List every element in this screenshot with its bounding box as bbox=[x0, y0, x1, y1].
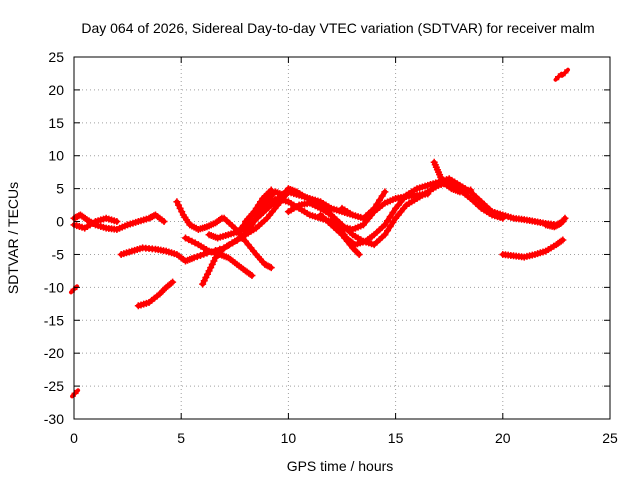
data-point bbox=[267, 264, 275, 272]
data-point bbox=[386, 222, 394, 230]
series-arc-2 bbox=[70, 214, 121, 232]
data-layer bbox=[69, 67, 570, 399]
x-tick-label: 25 bbox=[602, 430, 618, 446]
y-tick-label: -15 bbox=[44, 312, 64, 328]
y-tick-label: -10 bbox=[44, 279, 64, 295]
data-point bbox=[193, 253, 201, 261]
y-tick-label: 15 bbox=[48, 115, 64, 131]
data-point bbox=[381, 231, 389, 239]
x-tick-label: 5 bbox=[177, 430, 185, 446]
series-arc-1 bbox=[70, 211, 168, 233]
data-point bbox=[160, 218, 168, 226]
data-point bbox=[561, 214, 569, 222]
series-arc-15 bbox=[430, 158, 475, 196]
y-tick-label: 25 bbox=[48, 49, 64, 65]
series-arc-17 bbox=[542, 214, 569, 231]
series-arc-6 bbox=[181, 234, 256, 280]
data-point bbox=[381, 221, 389, 229]
y-tick-label: -5 bbox=[52, 246, 65, 262]
x-tick-label: 15 bbox=[388, 430, 404, 446]
data-point bbox=[355, 250, 363, 258]
data-point bbox=[190, 254, 198, 262]
tick-layer: 0 5 10 15 20 25 25 20 15 10 5 0 -5 -10 -15 -20 -25 -30 bbox=[44, 49, 618, 446]
data-point bbox=[196, 251, 204, 259]
data-point bbox=[113, 218, 121, 226]
data-point bbox=[389, 218, 397, 226]
data-point bbox=[280, 191, 288, 199]
series-arc-9 bbox=[220, 214, 275, 272]
series-arc-4 bbox=[134, 278, 177, 310]
x-tick-label: 10 bbox=[281, 430, 297, 446]
series-arc-13 bbox=[317, 211, 363, 258]
series-arc-16 bbox=[499, 236, 567, 261]
x-axis-label: GPS time / hours bbox=[287, 458, 394, 474]
data-point bbox=[248, 272, 256, 280]
data-point bbox=[499, 214, 507, 222]
data-point bbox=[559, 236, 567, 244]
data-point bbox=[467, 186, 475, 194]
y-tick-label: -30 bbox=[44, 411, 64, 427]
data-point bbox=[71, 389, 79, 397]
plot-frame bbox=[73, 56, 611, 420]
data-point bbox=[386, 213, 394, 221]
chart-title: Day 064 of 2026, Sidereal Day-to-day VTE… bbox=[81, 20, 594, 36]
data-point bbox=[381, 188, 389, 196]
y-tick-label: 20 bbox=[48, 82, 64, 98]
data-point bbox=[384, 227, 392, 235]
y-tick-label: 0 bbox=[56, 214, 64, 230]
y-axis-label: SDTVAR / TECUs bbox=[5, 182, 21, 294]
data-point bbox=[561, 69, 569, 77]
data-point bbox=[389, 208, 397, 216]
y-tick-label: -20 bbox=[44, 345, 64, 361]
data-point bbox=[384, 217, 392, 225]
data-point bbox=[560, 216, 568, 224]
data-point bbox=[378, 192, 386, 200]
data-point bbox=[376, 196, 384, 204]
x-tick-label: 20 bbox=[495, 430, 511, 446]
x-tick-label: 0 bbox=[70, 430, 78, 446]
series-arc-11 bbox=[242, 186, 275, 226]
y-tick-label: -25 bbox=[44, 378, 64, 394]
y-tick-label: 10 bbox=[48, 148, 64, 164]
data-point bbox=[370, 204, 378, 212]
series-arc-14 bbox=[338, 188, 389, 222]
data-point bbox=[267, 186, 275, 194]
data-point bbox=[373, 200, 381, 208]
y-tick-label: 5 bbox=[56, 181, 64, 197]
data-point bbox=[200, 250, 208, 258]
series-arc-5 bbox=[173, 198, 226, 233]
data-point bbox=[169, 278, 177, 286]
